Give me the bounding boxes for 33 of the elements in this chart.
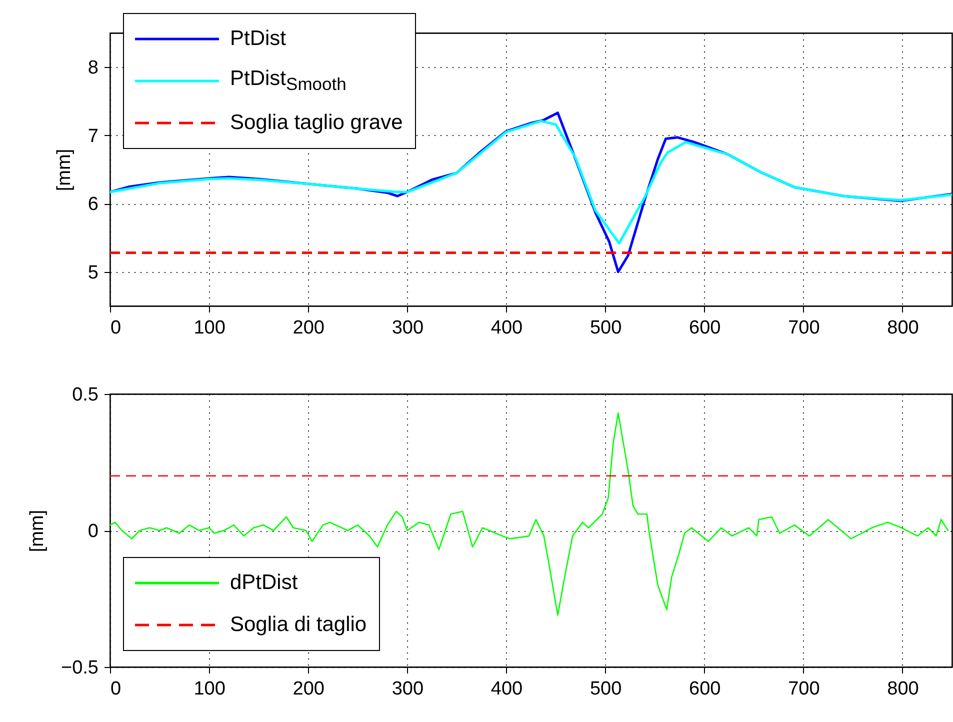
x-tick-label: 300: [392, 318, 424, 338]
y-tick-label: 6: [88, 194, 98, 216]
legend-label: PtDist: [230, 27, 286, 51]
legend-label: dPtDist: [230, 571, 298, 595]
y-tick-label: 8: [88, 58, 98, 79]
y-tick-label: 0: [88, 521, 98, 542]
x-tick-label: 200: [292, 318, 324, 338]
x-tick-label: 400: [490, 318, 523, 338]
x-tick-label: 700: [788, 318, 820, 338]
x-tick-label: 0: [110, 678, 122, 700]
x-tick-label: 400: [490, 678, 523, 700]
legend-label: Soglia taglio grave: [230, 111, 403, 135]
legend-label: PtDist$_{Smooth}$: [230, 66, 346, 96]
x-tick-label: 100: [194, 318, 226, 338]
y-tick-label: −0.5: [60, 658, 98, 678]
x-tick-label: 0: [110, 318, 122, 338]
y-tick-label: 0.5: [72, 384, 98, 406]
x-tick-label: 800: [887, 318, 919, 338]
x-tick-label: 500: [590, 678, 622, 700]
y-tick-label: 7: [88, 126, 98, 147]
x-tick-label: 300: [392, 678, 424, 700]
x-tick-label: 500: [590, 318, 622, 338]
x-tick-label: 600: [689, 678, 721, 700]
line-series: [110, 412, 949, 616]
x-tick-label: 600: [689, 318, 721, 338]
x-tick-label: 100: [194, 678, 226, 700]
x-tick-label: 700: [788, 678, 820, 700]
x-tick-label: 200: [292, 678, 324, 700]
x-tick-label: 800: [887, 678, 919, 700]
y-tick-label: 5: [88, 262, 98, 284]
y-axis-title: [mm]: [54, 148, 75, 192]
y-axis-title: [mm]: [26, 510, 48, 552]
legend-label: Soglia di taglio: [230, 613, 367, 637]
